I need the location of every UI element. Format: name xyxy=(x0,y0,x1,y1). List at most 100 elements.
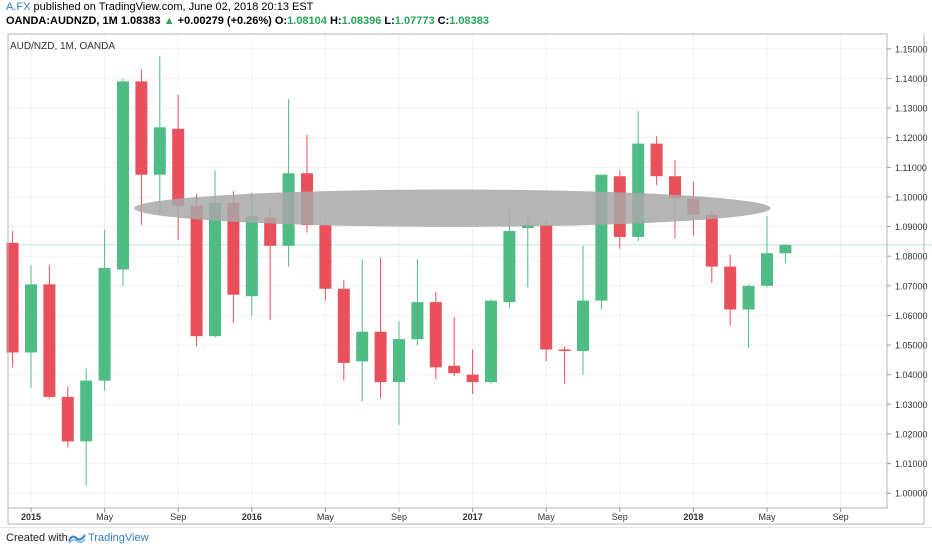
high-label: H: xyxy=(326,15,342,27)
low-label: L: xyxy=(381,15,395,27)
bullish-candle xyxy=(577,245,589,375)
time-tick-label: 2015 xyxy=(21,512,41,522)
time-tick-label: 2016 xyxy=(242,512,262,522)
bearish-candle xyxy=(724,254,737,326)
time-tick-label: Sep xyxy=(391,512,407,522)
bullish-candle xyxy=(356,259,369,402)
candle-body xyxy=(503,231,516,303)
bullish-candle xyxy=(153,56,166,215)
candle-body xyxy=(25,284,37,353)
candle-body xyxy=(724,266,737,310)
price-tick-label: 1.07000 xyxy=(895,281,928,291)
tradingview-brand-link[interactable]: TradingView xyxy=(88,532,149,544)
price-axis[interactable]: 1.15000 1.14000 1.13000 1.12000 1.11000 1.100… xyxy=(887,44,928,499)
price-tick-label: 1.04000 xyxy=(895,370,928,380)
candle-body xyxy=(577,300,589,351)
time-tick-label: 2018 xyxy=(683,512,703,522)
candle-body xyxy=(485,300,497,383)
author-link[interactable]: A.FX xyxy=(6,1,31,13)
candle-body xyxy=(356,331,369,362)
bullish-candle xyxy=(779,244,792,264)
price-tick-label: 1.11000 xyxy=(895,163,927,173)
bullish-candle xyxy=(282,99,295,267)
bearish-candle xyxy=(337,279,350,381)
candle-body xyxy=(337,288,350,363)
candle-body xyxy=(172,128,185,206)
tradingview-logo-icon xyxy=(68,534,86,544)
price-tick-label: 1.08000 xyxy=(895,252,928,262)
low-value: 1.07773 xyxy=(394,15,435,27)
candlestick-chart[interactable]: 1.15000 1.14000 1.13000 1.12000 1.11000 1.100… xyxy=(0,0,932,527)
candle-body xyxy=(43,284,56,397)
time-tick-label: May xyxy=(538,512,556,522)
open-label: O: xyxy=(271,15,288,27)
price-tick-label: 1.00000 xyxy=(895,489,928,499)
bearish-candle xyxy=(6,231,19,368)
bearish-candle xyxy=(540,220,553,362)
bullish-candle xyxy=(485,299,497,384)
price-tick-label: 1.06000 xyxy=(895,311,928,321)
candle-body xyxy=(245,216,258,297)
price-tick-label: 1.01000 xyxy=(895,459,928,469)
time-tick-label: Sep xyxy=(170,512,186,522)
time-tick-label: May xyxy=(96,512,114,522)
candle-body xyxy=(153,127,166,175)
up-arrow-icon: ▲ xyxy=(163,15,175,27)
price-tick-label: 1.14000 xyxy=(895,74,928,84)
open-value: 1.08104 xyxy=(287,15,327,27)
candle-body xyxy=(393,339,405,383)
bearish-candle xyxy=(466,349,479,394)
footer: Created with TradingView xyxy=(0,527,932,551)
time-tick-label: May xyxy=(317,512,335,522)
candle-body xyxy=(448,365,461,374)
chart-header: A.FX published on TradingView.com, June … xyxy=(0,0,932,32)
bullish-candle xyxy=(80,368,93,486)
candle-body xyxy=(6,242,19,353)
bullish-candle xyxy=(117,78,129,286)
time-axis[interactable]: 2015 May Sep 2016 May Sep 2017 May Sep 2018 May Sep xyxy=(21,508,849,522)
candle-body xyxy=(227,202,240,295)
candle-body xyxy=(466,374,479,383)
bullish-candle xyxy=(411,259,424,346)
candle-body xyxy=(429,302,442,368)
price-tick-label: 1.02000 xyxy=(895,429,928,439)
candle-body xyxy=(540,225,553,350)
candle-body xyxy=(190,205,203,337)
bullish-candle xyxy=(521,216,534,288)
bearish-candle xyxy=(558,346,571,384)
candle-body xyxy=(742,285,755,310)
high-value: 1.08396 xyxy=(341,15,382,27)
candle-body xyxy=(374,331,387,383)
close-label: C: xyxy=(434,15,450,27)
annotation-ellipse[interactable] xyxy=(134,189,771,227)
candle-body xyxy=(117,81,129,270)
candle-body xyxy=(411,302,424,340)
candle-body xyxy=(209,202,221,337)
time-tick-label: May xyxy=(758,512,776,522)
bullish-candle xyxy=(25,265,37,389)
candle-body xyxy=(558,349,571,352)
candles xyxy=(6,56,792,486)
bullish-candle xyxy=(209,170,221,338)
bearish-candle xyxy=(264,207,277,320)
price-tick-label: 1.10000 xyxy=(895,192,928,202)
candle-body xyxy=(650,143,663,177)
price-tick-label: 1.13000 xyxy=(895,104,928,114)
candle-body xyxy=(521,225,534,229)
publish-line: A.FX published on TradingView.com, June … xyxy=(6,1,313,13)
bearish-candle xyxy=(172,94,185,240)
bearish-candle xyxy=(429,291,442,380)
chart-title: AUD/NZD, 1M, OANDA xyxy=(10,41,115,52)
price-tick-label: 1.05000 xyxy=(895,341,928,351)
bullish-candle xyxy=(742,284,755,349)
annotation-layer xyxy=(134,189,771,227)
candle-body xyxy=(779,244,792,254)
price-tick-label: 1.09000 xyxy=(895,222,928,232)
price-tick-label: 1.03000 xyxy=(895,400,928,410)
candle-body xyxy=(61,396,74,442)
bearish-candle xyxy=(374,257,387,399)
ohlc-line: OANDA:AUDNZD, 1M 1.08383 ▲ +0.00279 (+0.… xyxy=(6,15,489,27)
bearish-candle xyxy=(43,265,56,399)
bearish-candle xyxy=(650,136,663,186)
close-value: 1.08383 xyxy=(449,15,489,27)
